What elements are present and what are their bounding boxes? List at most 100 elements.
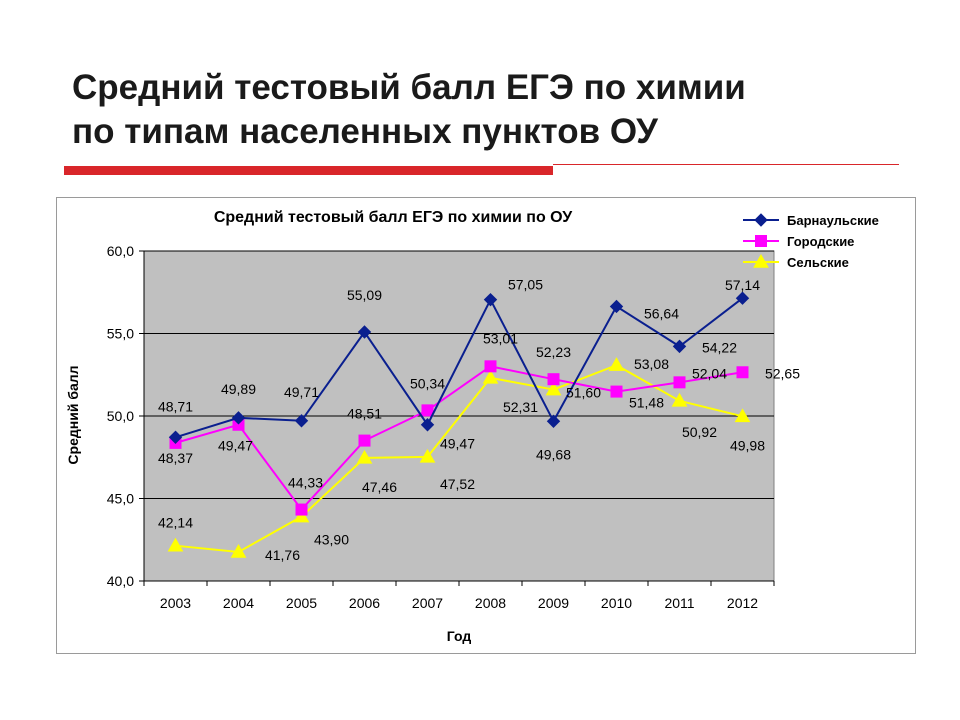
data-label: 51,60: [566, 385, 601, 401]
data-label: 41,76: [265, 547, 300, 563]
data-label: 50,92: [682, 424, 717, 440]
data-label: 52,04: [692, 365, 727, 381]
x-tick-label: 2004: [223, 595, 254, 611]
data-label: 49,68: [536, 446, 571, 462]
line-chart: 40,0 45,0 50,0 55,0 60,0 2003 2004 2005 2006 2007…: [65, 209, 879, 644]
y-axis-title: Средний балл: [65, 365, 81, 464]
data-point: [293, 508, 310, 523]
x-tick-label: 2010: [601, 595, 632, 611]
data-label: 55,09: [347, 287, 382, 303]
data-point: [736, 366, 749, 379]
data-label: 50,34: [410, 375, 445, 391]
chart-frame: 40,0 45,0 50,0 55,0 60,0 2003 2004 2005 2006 2007…: [56, 197, 916, 654]
data-label: 48,37: [158, 450, 193, 466]
data-point: [546, 414, 561, 428]
data-point: [231, 411, 246, 425]
legend-label: Городские: [787, 234, 854, 249]
data-point: [482, 369, 499, 384]
data-label: 52,65: [765, 365, 800, 381]
y-tick-label: 60,0: [107, 243, 134, 259]
data-point: [483, 292, 498, 307]
data-label: 43,90: [314, 532, 349, 548]
data-point: [671, 392, 688, 407]
data-point: [230, 543, 247, 558]
series-triangle: [167, 357, 751, 558]
data-point: [735, 291, 750, 305]
legend-item: Городские: [743, 234, 854, 249]
series-line: [175, 364, 743, 553]
x-tick-label: 2008: [475, 595, 506, 611]
series-layer: [167, 291, 751, 558]
legend-item: Барнаульские: [743, 213, 879, 228]
x-tick-label: 2005: [286, 595, 317, 611]
data-point: [168, 430, 183, 444]
slide-title-line-2: по типам населенных пунктов ОУ: [72, 112, 658, 151]
data-point: [358, 434, 371, 447]
data-labels: 48,71 49,89 49,71 55,09 49,47 57,05 49,68 56,64…: [158, 277, 800, 563]
data-label: 42,14: [158, 515, 193, 531]
x-tick-label: 2012: [727, 595, 758, 611]
slide-title-line-1: Средний тестовый балл ЕГЭ по химии: [72, 68, 746, 107]
legend-marker: [754, 213, 768, 227]
series-line: [175, 365, 743, 512]
data-point: [545, 381, 562, 396]
data-point: [609, 299, 624, 314]
data-point: [357, 325, 372, 339]
title-divider-bar: [64, 166, 553, 175]
y-tick-label: 50,0: [107, 408, 134, 424]
data-point: [608, 357, 625, 371]
x-tick-label: 2011: [664, 595, 694, 611]
data-label: 53,08: [634, 356, 669, 372]
data-label: 49,89: [221, 381, 256, 397]
legend-marker: [753, 253, 769, 268]
data-label: 48,51: [347, 406, 382, 422]
data-label: 47,52: [440, 476, 475, 492]
data-point: [672, 339, 687, 354]
data-point: [610, 385, 623, 398]
data-point: [356, 449, 373, 464]
axes: 40,0 45,0 50,0 55,0 60,0 2003 2004 2005 2006 2007…: [107, 243, 775, 611]
data-point: [484, 360, 497, 373]
data-label: 48,71: [158, 398, 193, 414]
data-label: 57,14: [725, 277, 760, 293]
data-label: 44,33: [288, 475, 323, 491]
y-tick-label: 40,0: [107, 573, 134, 589]
data-point: [547, 373, 560, 386]
legend-label: Сельские: [787, 255, 849, 270]
data-point: [734, 408, 751, 423]
legend: Барнаульские Городские Сельские: [743, 213, 879, 270]
data-label: 57,05: [508, 277, 543, 293]
data-label: 49,47: [440, 436, 475, 452]
legend-item: Сельские: [743, 253, 849, 270]
data-label: 56,64: [644, 305, 679, 321]
title-divider-line: [553, 164, 899, 165]
data-label: 49,47: [218, 438, 253, 454]
data-label: 53,01: [483, 330, 518, 346]
data-point: [420, 418, 435, 432]
x-tick-label: 2007: [412, 595, 443, 611]
data-point: [295, 503, 308, 516]
data-label: 51,48: [629, 395, 664, 411]
data-label: 52,23: [536, 344, 571, 360]
data-point: [167, 537, 184, 552]
data-label: 54,22: [702, 339, 737, 355]
data-point: [419, 448, 436, 463]
legend-marker: [755, 235, 767, 247]
data-label: 49,71: [284, 384, 319, 400]
y-tick-label: 55,0: [107, 326, 134, 342]
x-tick-label: 2003: [160, 595, 191, 611]
series-line: [175, 297, 744, 439]
x-tick-label: 2006: [349, 595, 380, 611]
data-point: [294, 414, 309, 428]
x-tick-label: 2009: [538, 595, 569, 611]
data-label: 52,31: [503, 399, 538, 415]
legend-label: Барнаульские: [787, 213, 879, 228]
data-label: 49,98: [730, 437, 765, 453]
data-point: [673, 376, 686, 389]
chart-title: Средний тестовый балл ЕГЭ по химии по ОУ: [214, 209, 573, 226]
data-label: 47,46: [362, 479, 397, 495]
x-axis-title: Год: [447, 628, 472, 644]
data-point: [421, 404, 434, 417]
y-tick-label: 45,0: [107, 491, 134, 507]
series-diamond: [168, 291, 750, 444]
